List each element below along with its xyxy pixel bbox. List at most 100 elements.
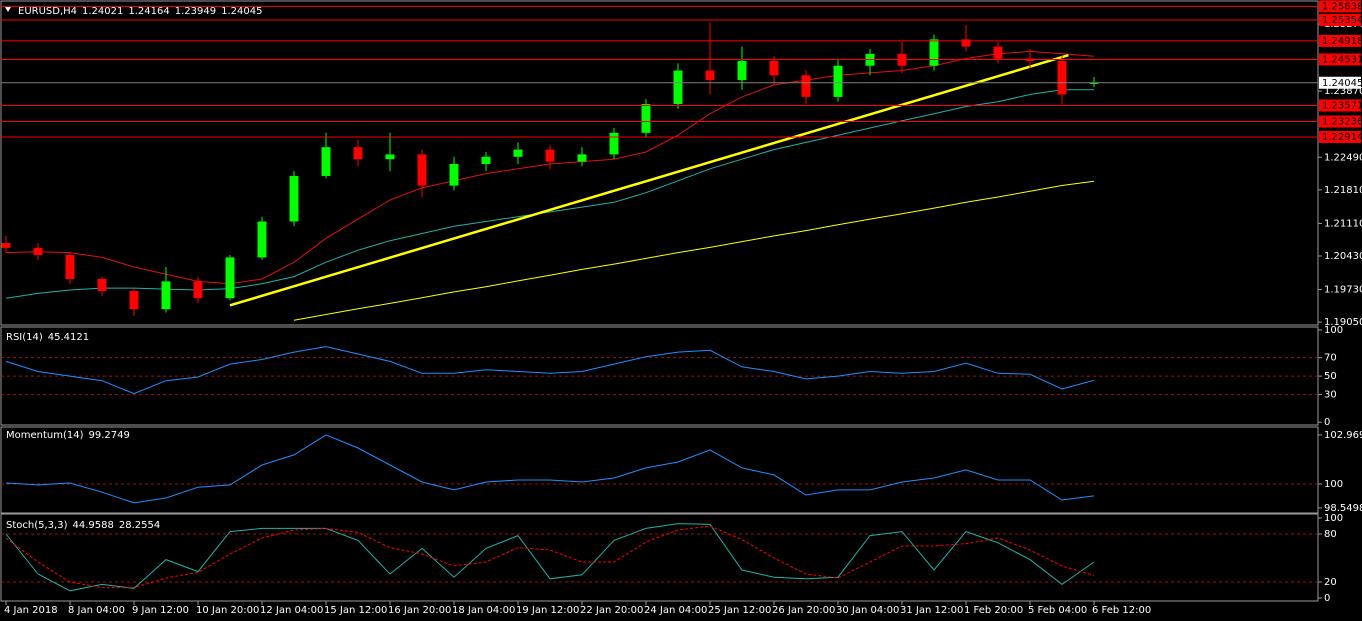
candle-body bbox=[1, 243, 11, 248]
y-tick-label: 100 bbox=[1324, 325, 1343, 336]
level-box bbox=[1319, 0, 1361, 13]
candle-body bbox=[801, 75, 811, 97]
level-box bbox=[1319, 34, 1361, 47]
indicator-line bbox=[5, 89, 1094, 299]
candle-body bbox=[545, 149, 555, 162]
indicator-line bbox=[5, 434, 1095, 504]
candle-body bbox=[737, 60, 747, 81]
x-tick-label: 25 Jan 12:00 bbox=[708, 605, 771, 616]
candle-body bbox=[1089, 82, 1099, 84]
panel-2 bbox=[1, 434, 1318, 504]
momentum-panel-border bbox=[0, 426, 1319, 514]
candle-body bbox=[97, 278, 107, 291]
y-tick-label: 1.23870 bbox=[1324, 86, 1362, 97]
x-tick-label: 31 Jan 12:00 bbox=[900, 605, 963, 616]
y-tick-label: 80 bbox=[1324, 529, 1337, 540]
level-label: 1.22914 bbox=[1322, 132, 1362, 143]
panel-header: RSI(14) 45.4121 bbox=[6, 332, 89, 343]
last-high: 1.24164 bbox=[128, 6, 169, 17]
menu-arrow[interactable] bbox=[5, 7, 11, 12]
x-tick-label: 16 Jan 20:00 bbox=[388, 605, 451, 616]
level-label: 1.23236 bbox=[1322, 117, 1362, 128]
panel-title: Stoch(5,3,3) bbox=[6, 520, 68, 531]
candle-body bbox=[33, 247, 43, 256]
trend-line bbox=[229, 53, 1069, 307]
y-tick-label: 20 bbox=[1324, 577, 1337, 588]
x-tick-label: 12 Jan 04:00 bbox=[260, 605, 323, 616]
main-panel-border bbox=[0, 0, 1319, 326]
y-tick-label: 1.20430 bbox=[1324, 251, 1362, 262]
candle-body bbox=[225, 257, 235, 299]
x-tick-label: 9 Jan 12:00 bbox=[132, 605, 189, 616]
x-tick-label: 4 Jan 2018 bbox=[4, 605, 58, 616]
level-box bbox=[1319, 115, 1361, 128]
y-tick-label: 70 bbox=[1324, 353, 1337, 364]
candle-body bbox=[641, 104, 651, 133]
y-tick-label: 98.5498 bbox=[1324, 503, 1362, 514]
candle-body bbox=[321, 147, 331, 176]
x-tick-label: 15 Jan 12:00 bbox=[324, 605, 387, 616]
indicator-line bbox=[5, 525, 1095, 589]
x-tick-label: 5 Feb 04:00 bbox=[1028, 605, 1087, 616]
candle-body bbox=[481, 156, 491, 164]
candle-body bbox=[993, 46, 1003, 59]
y-tick-label: 0 bbox=[1324, 417, 1330, 428]
last-open: 1.24021 bbox=[82, 6, 123, 17]
x-tick-label: 18 Jan 04:00 bbox=[452, 605, 515, 616]
panel-header: Stoch(5,3,3) 44.9588 28.2554 bbox=[6, 520, 160, 531]
x-tick-label: 1 Feb 20:00 bbox=[964, 605, 1023, 616]
candle-body bbox=[385, 154, 395, 160]
candle-body bbox=[961, 39, 971, 47]
candle-body bbox=[673, 70, 683, 105]
candle-body bbox=[609, 132, 619, 155]
candle-body bbox=[417, 154, 427, 186]
last-value: 28.2554 bbox=[119, 520, 160, 531]
panel-3 bbox=[1, 523, 1318, 592]
y-tick-label: 50 bbox=[1324, 371, 1337, 382]
current-price-label: 1.24045 bbox=[1322, 78, 1362, 89]
panel-title: Momentum(14) bbox=[6, 430, 84, 441]
indicator-line bbox=[5, 523, 1095, 592]
x-tick-label: 8 Jan 04:00 bbox=[68, 605, 125, 616]
y-tick-label: 1.21810 bbox=[1324, 185, 1362, 196]
candle-body bbox=[577, 154, 587, 162]
last-value: 99.2749 bbox=[89, 430, 130, 441]
candle-body bbox=[833, 65, 843, 97]
last-value: 45.4121 bbox=[48, 332, 89, 343]
y-tick-label: 30 bbox=[1324, 390, 1337, 401]
candle-body bbox=[1057, 60, 1067, 95]
stoch-panel-border bbox=[0, 513, 1319, 602]
last-close: 1.24045 bbox=[221, 6, 262, 17]
x-tick-label: 19 Jan 12:00 bbox=[516, 605, 579, 616]
y-tick-label: 1.19050 bbox=[1324, 317, 1362, 328]
current-price-box bbox=[1319, 76, 1361, 89]
y-tick-label: 100 bbox=[1324, 479, 1343, 490]
last-low: 1.23949 bbox=[175, 6, 216, 17]
level-label: 1.24531 bbox=[1322, 54, 1362, 65]
panel-header: Momentum(14) 99.2749 bbox=[6, 430, 130, 441]
y-tick-label: 1.21110 bbox=[1324, 218, 1362, 229]
x-tick-label: 10 Jan 20:00 bbox=[196, 605, 259, 616]
y-tick-label: 102.9696 bbox=[1324, 430, 1362, 441]
indicator-line bbox=[293, 180, 1095, 321]
candle-body bbox=[161, 281, 171, 310]
level-label: 1.23571 bbox=[1322, 100, 1362, 111]
candle-body bbox=[193, 281, 203, 299]
panel-1 bbox=[1, 346, 1318, 396]
level-box bbox=[1319, 53, 1361, 66]
candle-body bbox=[257, 221, 267, 258]
candle-body bbox=[65, 255, 75, 279]
candle-body bbox=[449, 163, 459, 186]
indicator-line bbox=[5, 346, 1095, 395]
candle-body bbox=[705, 70, 715, 81]
level-label: 1.24918 bbox=[1322, 36, 1362, 47]
candle-body bbox=[289, 175, 299, 222]
y-tick-label: 1.19730 bbox=[1324, 285, 1362, 296]
last-value: 44.9588 bbox=[72, 520, 113, 531]
candle-body bbox=[353, 147, 363, 160]
level-label: 1.25354 bbox=[1322, 15, 1362, 26]
candle-body bbox=[769, 60, 779, 76]
x-tick-label: 24 Jan 04:00 bbox=[644, 605, 707, 616]
